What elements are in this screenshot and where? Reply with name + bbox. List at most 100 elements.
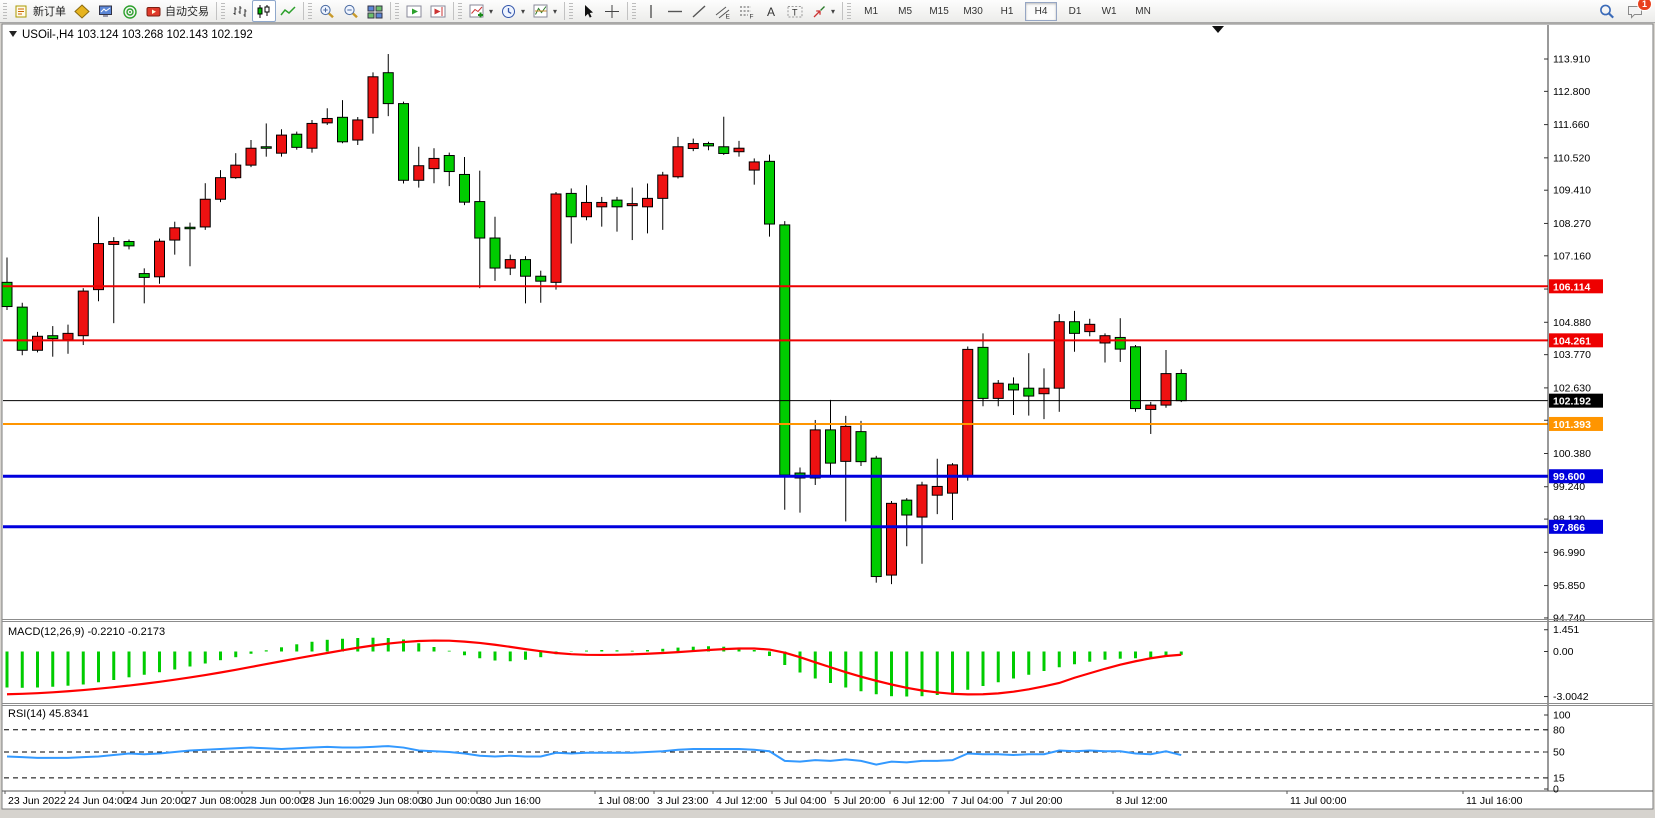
auto-trading-button[interactable]: 自动交易: [142, 0, 213, 22]
time-tick-label: 29 Jun 08:00: [363, 795, 424, 807]
tile-windows-button[interactable]: [363, 0, 387, 22]
candle-body: [901, 499, 913, 516]
template-icon: [533, 4, 548, 17]
toolbar-grip[interactable]: [395, 3, 399, 19]
dropdown-caret-icon[interactable]: ▾: [553, 6, 558, 16]
time-tick-label: 4 Jul 12:00: [716, 795, 768, 807]
search-icon: [1600, 4, 1614, 18]
candle-body: [169, 227, 181, 241]
fibo-icon: F: [740, 6, 754, 19]
vertical-line-button[interactable]: [639, 0, 663, 22]
toolbar-grip[interactable]: [308, 3, 312, 19]
toolbar-grip[interactable]: [569, 3, 574, 19]
zoom-out-button[interactable]: [339, 0, 363, 22]
candle-body: [764, 160, 775, 225]
text-button[interactable]: A: [759, 0, 783, 22]
toolbar-grip[interactable]: [632, 3, 637, 19]
timeframe-h4-button[interactable]: H4: [1025, 1, 1058, 21]
candle-body: [443, 155, 455, 173]
candle-body: [1175, 372, 1187, 402]
chart-window: [1, 23, 1654, 810]
line-icon: [280, 5, 296, 15]
auto-scroll-button[interactable]: [402, 0, 426, 22]
bars-icon: [233, 5, 247, 17]
new-order-button-label: 新订单: [33, 6, 66, 18]
label-button[interactable]: T: [783, 0, 807, 22]
indicators-button[interactable]: ▾: [465, 0, 497, 22]
text-a-icon: A: [767, 5, 775, 19]
candlestick-chart-button[interactable]: [252, 0, 276, 22]
trendline-button[interactable]: [687, 0, 711, 22]
timeframe-h1-button[interactable]: H1: [1000, 5, 1014, 17]
new-order-button[interactable]: 新订单: [10, 0, 70, 22]
arrows-icon: [813, 5, 826, 17]
time-tick-label: 7 Jul 20:00: [1011, 795, 1063, 807]
candle-body: [276, 134, 287, 154]
candle-body: [1160, 373, 1172, 406]
templates-button[interactable]: ▾: [529, 0, 561, 22]
time-tick-label: 5 Jul 04:00: [775, 795, 827, 807]
arrows-button[interactable]: ▾: [807, 0, 839, 22]
cursor-button[interactable]: [576, 0, 600, 22]
fibonacci-button[interactable]: F: [735, 0, 759, 22]
svg-text:A: A: [767, 5, 775, 19]
candle-body: [199, 198, 211, 228]
price-tick-label: 95.850: [1553, 580, 1585, 592]
toolbar-grip[interactable]: [458, 3, 462, 19]
channel-button[interactable]: E: [711, 0, 735, 22]
toolbar-grip[interactable]: [221, 3, 225, 19]
candle-body: [840, 425, 852, 462]
chart-shift-marker-icon[interactable]: [1212, 26, 1224, 33]
notifications-button[interactable]: 1: [1623, 0, 1652, 22]
candle-body: [1145, 404, 1157, 410]
auto-trading-button-label: 自动交易: [165, 6, 209, 18]
horizontal-line-button[interactable]: [663, 0, 687, 22]
search-button[interactable]: [1595, 0, 1619, 22]
candle-body: [459, 173, 470, 203]
periods-button[interactable]: ▾: [497, 0, 529, 22]
timeframe-w1-button[interactable]: W1: [1101, 5, 1117, 17]
timeframe-d1-button[interactable]: D1: [1068, 5, 1082, 17]
timeframe-m15-button[interactable]: M15: [929, 5, 949, 17]
rsi-line: [6, 745, 1182, 766]
dropdown-caret-icon[interactable]: ▾: [831, 6, 836, 16]
candle-body: [1023, 387, 1035, 397]
timeframe-m1-button[interactable]: M1: [864, 5, 879, 17]
time-tick-label: 28 Jun 16:00: [303, 795, 364, 807]
crosshair-icon: [605, 4, 620, 18]
zoom-in-button[interactable]: [315, 0, 339, 22]
data-window-button[interactable]: [70, 0, 94, 22]
timeframe-m30-button[interactable]: M30: [963, 5, 983, 17]
candle-body: [245, 147, 257, 166]
chart-shift-button[interactable]: [426, 0, 450, 22]
toolbar-grip[interactable]: [3, 3, 7, 19]
candle-body: [62, 332, 74, 341]
monitor-icon: [99, 5, 112, 17]
time-tick-label: 24 Jun 20:00: [126, 795, 187, 807]
candle-body: [520, 259, 531, 277]
signals-button[interactable]: [118, 0, 142, 22]
candle-body: [977, 346, 989, 399]
timeframe-m5-button[interactable]: M5: [898, 5, 913, 17]
toolbar-grip[interactable]: [847, 3, 852, 19]
candle-body: [215, 177, 226, 200]
toolbar-separator: [303, 2, 304, 20]
market-watch-button[interactable]: [94, 0, 118, 22]
line-chart-button[interactable]: [276, 0, 300, 22]
candles-icon: [257, 4, 270, 18]
chart-menu-arrow-icon[interactable]: [9, 31, 17, 37]
price-tick-label: 108.270: [1553, 218, 1591, 230]
bar-chart-button[interactable]: [228, 0, 252, 22]
crosshair-button[interactable]: [600, 0, 624, 22]
dropdown-caret-icon[interactable]: ▾: [489, 6, 494, 16]
time-tick-label: 11 Jul 00:00: [1290, 795, 1347, 807]
macd-tick-label: 1.451: [1553, 624, 1579, 636]
svg-text:E: E: [726, 13, 731, 19]
dropdown-caret-icon[interactable]: ▾: [521, 6, 526, 16]
candle-body: [581, 201, 592, 218]
rsi-label: RSI(14) 45.8341: [8, 708, 89, 720]
toolbar-separator: [216, 2, 217, 20]
candle-body: [123, 241, 135, 247]
timeframe-mn-button[interactable]: MN: [1135, 5, 1151, 17]
